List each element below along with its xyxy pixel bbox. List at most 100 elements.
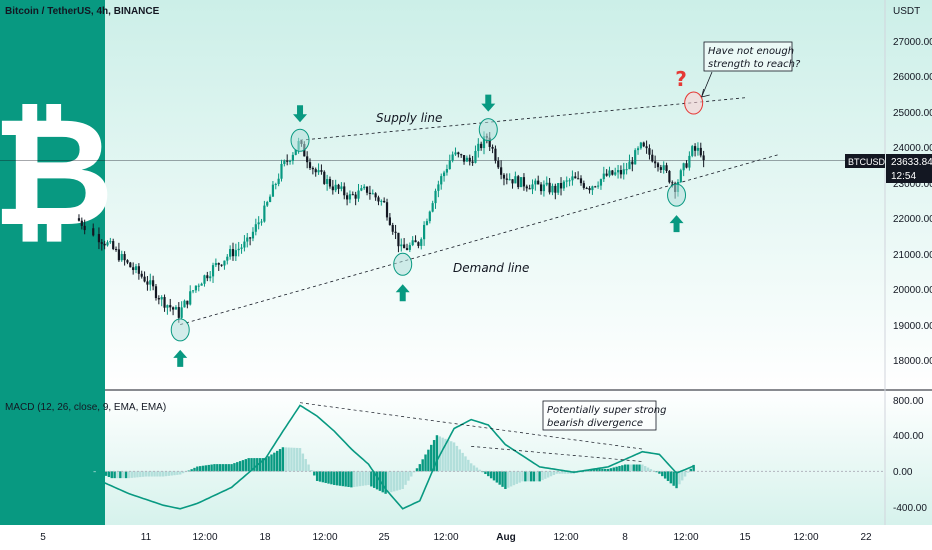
histogram-bar (507, 471, 510, 488)
candle-body (531, 184, 534, 190)
histogram-bar (512, 471, 516, 486)
histogram-bar (161, 471, 165, 477)
histogram-bar (472, 465, 476, 472)
candle-body (454, 152, 457, 155)
histogram-bar (487, 471, 490, 477)
candle-body (656, 163, 660, 168)
candle-body (400, 244, 403, 247)
candle-body (480, 143, 483, 149)
candle-body (628, 161, 631, 170)
histogram-bar (515, 471, 519, 484)
candle-body (351, 194, 354, 196)
price-tick-label: 26000.00 (893, 72, 932, 83)
demand-line-label[interactable]: Demand line (453, 261, 529, 275)
price-axis[interactable]: 27000.00 26000.00 25000.00 24000.00 2300… (893, 37, 932, 367)
histogram-bar (107, 471, 111, 478)
histogram-bar (273, 452, 276, 472)
histogram-bar (341, 471, 345, 487)
candle-body (94, 234, 98, 236)
histogram-bar (629, 464, 633, 472)
price-tick-label: 23000.00 (893, 179, 932, 190)
histogram-bar (204, 465, 208, 472)
candle-body (374, 193, 377, 198)
markers[interactable] (170, 71, 713, 367)
candle-body (320, 170, 323, 172)
time-tick-label: 25 (378, 532, 390, 543)
histogram-bar (592, 468, 596, 472)
candle-body (183, 300, 186, 308)
symbol-title[interactable]: Bitcoin / TetherUS, 4h, BINANCE (5, 6, 160, 17)
candle-body (180, 307, 183, 318)
strength-note[interactable]: Have not enough strength to reach? (703, 41, 801, 72)
supply-line-label[interactable]: Supply line (376, 111, 442, 125)
candle-body (588, 188, 591, 191)
arrow-up-icon (173, 349, 188, 367)
candle-body (577, 178, 580, 180)
histogram-bar (113, 471, 116, 479)
candle-body (294, 149, 297, 155)
histogram-bar (455, 445, 459, 472)
candle-body (602, 173, 605, 180)
candle-body (614, 172, 617, 175)
candle-body (211, 265, 215, 277)
candle-body (112, 241, 115, 249)
candle-body (306, 156, 309, 163)
price-tag[interactable]: BTCUSDT 23633.84 12:54 (845, 154, 932, 183)
time-axis[interactable]: 5 11 12:00 18 12:00 25 12:00 Aug 12:00 8… (40, 532, 872, 543)
candle-body (551, 185, 554, 193)
time-tick-label: 8 (622, 532, 628, 543)
histogram-bar (99, 471, 102, 474)
macd-title[interactable]: MACD (12, 26, close, 9, EMA, EMA) (5, 402, 166, 413)
histogram-bar (498, 471, 501, 485)
histogram-bar (489, 471, 493, 479)
arrow-up-icon (669, 215, 684, 233)
candle-body (194, 285, 198, 291)
macd-axis[interactable]: 800.00 400.00 0.00 -400.00 (893, 396, 927, 514)
histogram-bar (236, 462, 239, 472)
histogram-bar (241, 460, 245, 472)
trendlines[interactable] (180, 97, 780, 325)
histogram-bar (638, 464, 641, 472)
histogram-bar (313, 471, 316, 476)
candle-body (89, 228, 92, 230)
candle-body (534, 180, 537, 185)
candle-body (254, 224, 257, 232)
candle-body (283, 160, 286, 164)
candle-body (594, 186, 597, 188)
divergence-note-line-2: bearish divergence (547, 418, 643, 429)
candle-body (100, 242, 103, 244)
candle-body (103, 243, 106, 246)
candle-body (668, 170, 671, 183)
histogram-bar (524, 471, 527, 482)
histogram-bar (655, 471, 658, 473)
price-tag-box (886, 154, 932, 183)
histogram-bar (238, 461, 242, 472)
histogram-bar (355, 471, 359, 487)
candle-body (522, 177, 526, 187)
histogram-bar (176, 471, 179, 475)
histogram-bar (564, 471, 567, 474)
candle-body (514, 176, 517, 184)
candle-body (169, 305, 172, 308)
candle-body (357, 190, 360, 199)
histogram-bar (672, 471, 675, 486)
histogram-bar (327, 471, 330, 484)
divergence-note-box (542, 400, 657, 431)
candle-body (571, 176, 574, 181)
histogram-bar (381, 471, 384, 493)
histogram-bar (144, 471, 148, 477)
candle-body (465, 157, 468, 162)
candle-body (80, 220, 83, 226)
histogram-bar (681, 471, 684, 481)
price-tick-label: 18000.00 (893, 356, 932, 367)
candle-body (471, 161, 474, 163)
candle-body (625, 169, 628, 171)
divergence-note[interactable]: Potentially super strong bearish diverge… (542, 400, 666, 431)
histogram-bar (102, 471, 105, 475)
histogram-bar (130, 471, 133, 478)
histogram-bar (692, 464, 695, 472)
candle-body (360, 188, 363, 191)
candle-body (423, 224, 426, 240)
candle-body (662, 165, 665, 170)
